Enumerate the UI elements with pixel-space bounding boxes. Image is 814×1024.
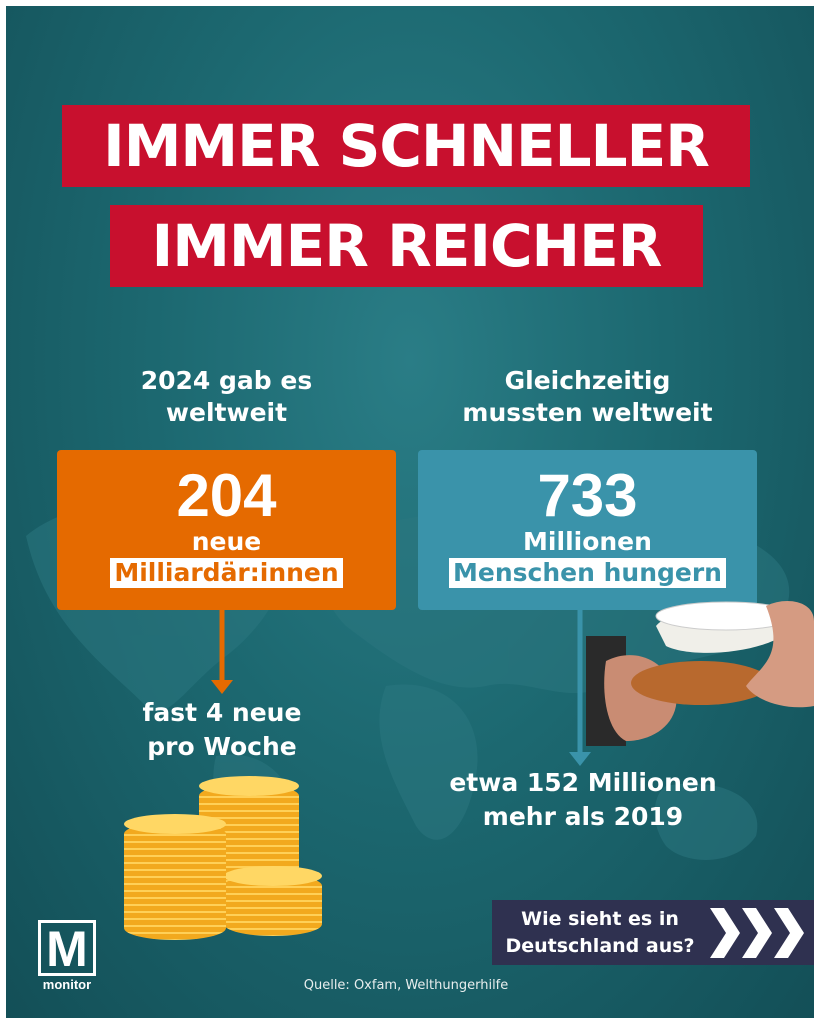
note-line: etwa 152 Millionen xyxy=(449,768,717,797)
right-heading-line: mussten weltweit xyxy=(462,398,713,427)
logo-name: monitor xyxy=(42,977,92,992)
cta-line: Wie sieht es in xyxy=(521,908,679,930)
billionaires-highlight: Milliardär:innen xyxy=(110,558,343,588)
logo-mark: M xyxy=(38,920,96,976)
billionaires-label: neue xyxy=(191,527,262,556)
chevrons-right-icon xyxy=(710,908,804,958)
left-heading: 2024 gab es weltweit xyxy=(57,365,396,429)
connector-arrows xyxy=(211,610,591,766)
hunger-number: 733 xyxy=(537,462,638,529)
hunger-highlight: Menschen hungern xyxy=(449,558,726,588)
billionaires-box: 204 neue Milliardär:innen xyxy=(57,450,396,610)
title-line-1: IMMER SCHNELLER xyxy=(62,105,750,187)
title-line-2: IMMER REICHER xyxy=(110,205,703,287)
right-heading-line: Gleichzeitig xyxy=(504,366,671,395)
coin-stacks-illustration xyxy=(124,776,324,941)
billionaires-per-week-note: fast 4 neue pro Woche xyxy=(92,696,352,764)
hunger-box: 733 Millionen Menschen hungern xyxy=(418,450,757,610)
left-heading-line: 2024 gab es xyxy=(140,366,313,395)
deutschland-link-button[interactable]: Wie sieht es in Deutschland aus? xyxy=(492,900,814,965)
note-line: pro Woche xyxy=(147,732,297,761)
hands-bowl-bread-photo xyxy=(586,601,814,746)
right-heading: Gleichzeitig mussten weltweit xyxy=(418,365,757,429)
orange-arrow-head xyxy=(211,680,233,694)
cta-line: Deutschland aus? xyxy=(505,935,695,957)
billionaires-number: 204 xyxy=(176,462,277,529)
hunger-label: Millionen xyxy=(523,527,652,556)
note-line: mehr als 2019 xyxy=(482,802,684,831)
blue-arrow-head xyxy=(569,752,591,766)
monitor-logo: M monitor xyxy=(38,920,96,994)
left-heading-line: weltweit xyxy=(165,398,288,427)
infographic: IMMER SCHNELLER IMMER REICHER 2024 gab e… xyxy=(6,6,814,1018)
hunger-increase-note: etwa 152 Millionen mehr als 2019 xyxy=(418,766,748,834)
source-credit: Quelle: Oxfam, Welthungerhilfe xyxy=(303,978,509,993)
note-line: fast 4 neue xyxy=(142,698,302,727)
